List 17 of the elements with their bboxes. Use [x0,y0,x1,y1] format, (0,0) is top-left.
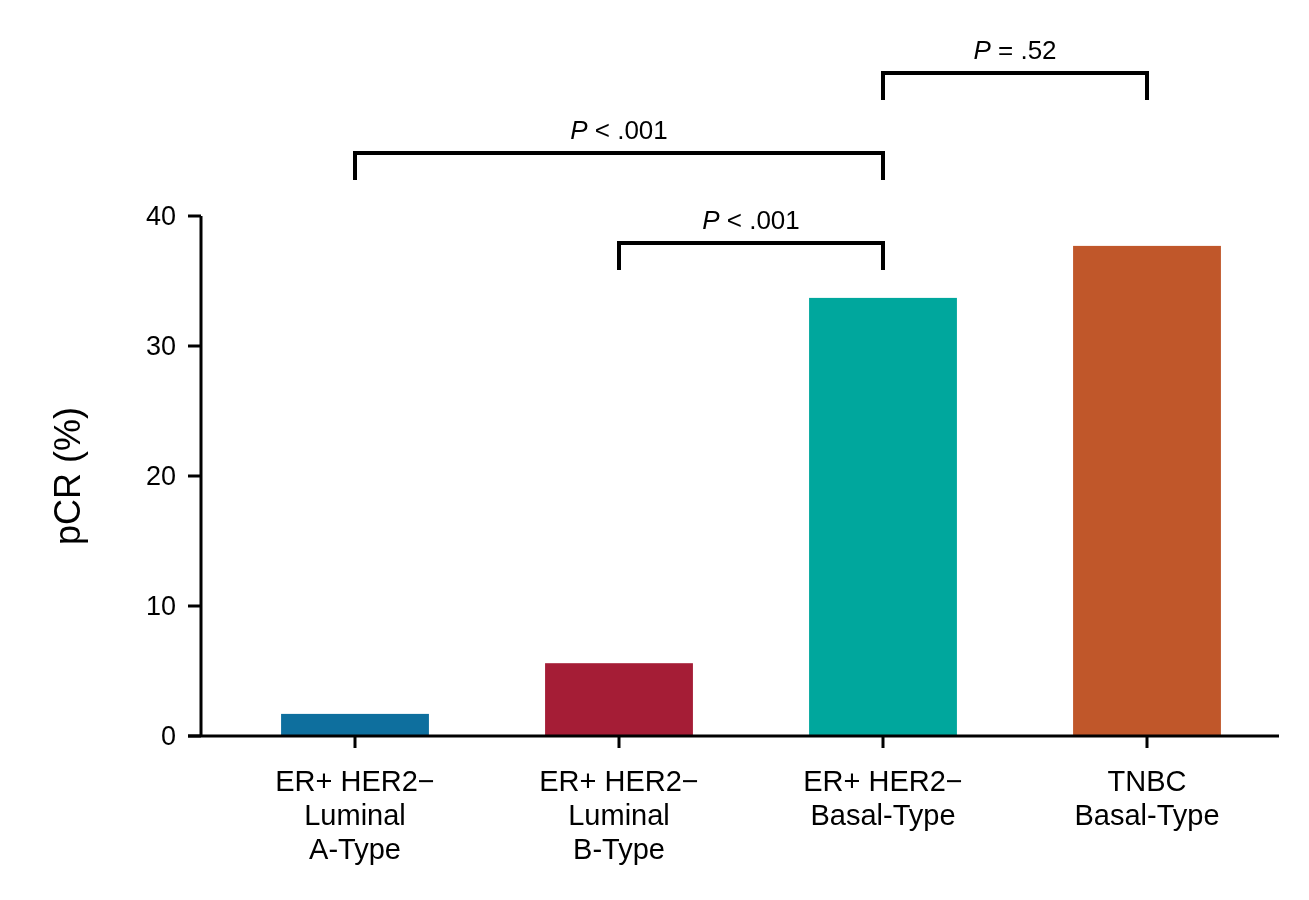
y-tick-label: 30 [145,331,176,362]
annotation: P < .001 [702,205,800,235]
bar [809,297,957,736]
x-tick-label: ER+ HER2− Basal-Type [803,765,963,831]
bar [281,713,429,736]
text: P = .52 [973,35,1057,65]
y-axis-title: pCR (%) [47,406,88,546]
y-tick-label: 0 [160,721,176,752]
x-tick-label: ER+ HER2− Luminal A-Type [275,765,435,865]
y-tick-label: 40 [145,201,176,232]
text: P < .001 [570,115,668,145]
x-tick-label: TNBC Basal-Type [1074,765,1220,831]
bar [1073,245,1221,736]
y-tick-label: 10 [145,591,176,622]
y-tick-label: 20 [145,461,176,492]
bar [545,663,693,736]
x-tick-label: ER+ HER2− Luminal B-Type [539,765,699,865]
